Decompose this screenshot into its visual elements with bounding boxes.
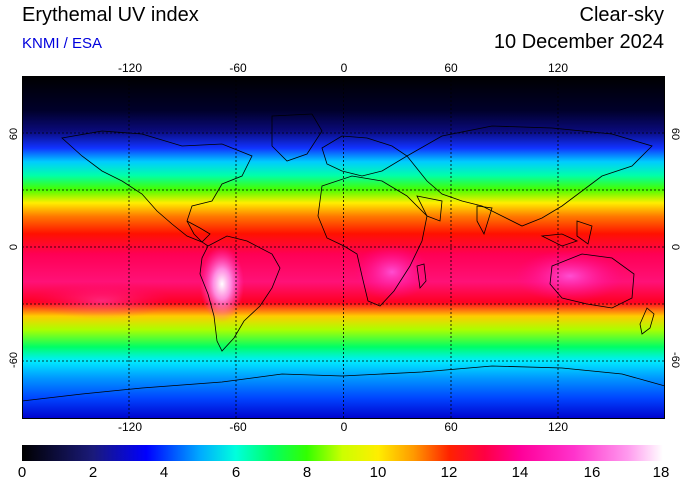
australia-hotspot (515, 250, 625, 302)
colorbar-label-8: 8 (302, 464, 312, 481)
lon-label-top-e60: 60 (444, 61, 458, 75)
pacific-hotspot (32, 283, 172, 319)
lon-label-top-w60: -60 (229, 61, 247, 75)
lon-label-top-e120: 120 (547, 61, 569, 75)
lat-label-right-0: 0 (669, 243, 681, 251)
uv-field (22, 76, 665, 419)
colorbar-label-12: 12 (440, 464, 458, 481)
condition-label: Clear-sky (579, 4, 664, 26)
colorbar-label-10: 10 (369, 464, 387, 481)
map-title: Erythemal UV index (22, 4, 199, 26)
lat-label-left-60n: 60 (8, 127, 20, 141)
credit-label: KNMI / ESA (22, 35, 103, 52)
colorbar-label-4: 4 (159, 464, 169, 481)
andes-hotspot (200, 246, 244, 322)
colorbar (22, 445, 663, 461)
colorbar-label-2: 2 (88, 464, 98, 481)
lat-label-right-60n: 60 (669, 127, 681, 141)
colorbar-label-18: 18 (652, 464, 670, 481)
lat-label-right-60s: -60 (669, 352, 681, 368)
colorbar-gradient (22, 445, 663, 461)
lon-label-bottom-e60: 60 (444, 420, 458, 434)
lat-label-left-60s: -60 (8, 352, 20, 368)
lon-label-bottom-0: 0 (340, 420, 348, 434)
uv-index-map (22, 76, 665, 419)
colorbar-label-0: 0 (17, 464, 27, 481)
colorbar-label-14: 14 (511, 464, 529, 481)
lon-label-bottom-e120: 120 (547, 420, 569, 434)
lon-label-top-0: 0 (340, 61, 348, 75)
lon-label-bottom-w120: -120 (117, 420, 143, 434)
africa-hotspot (354, 244, 430, 300)
lon-label-top-w120: -120 (117, 61, 143, 75)
lat-label-left-0: 0 (8, 243, 20, 251)
gridlines (22, 76, 665, 419)
date-label: 10 December 2024 (493, 31, 664, 53)
colorbar-label-6: 6 (231, 464, 241, 481)
colorbar-label-16: 16 (583, 464, 601, 481)
coastlines (22, 113, 665, 402)
lon-label-bottom-w60: -60 (229, 420, 247, 434)
map-frame (22, 76, 665, 419)
